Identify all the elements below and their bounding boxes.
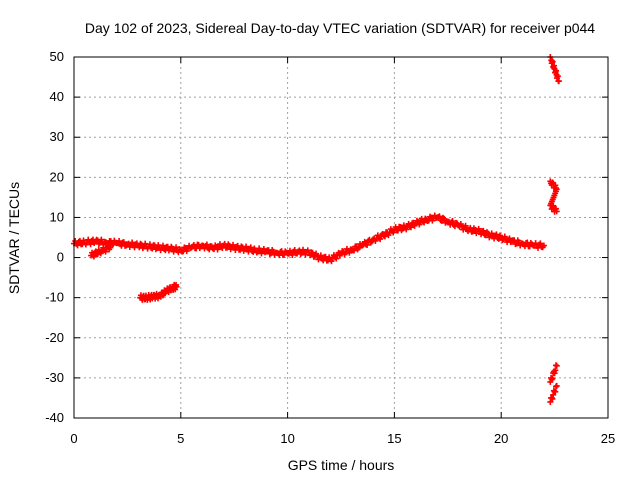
data-point: [549, 375, 556, 382]
data-point: [116, 238, 123, 245]
data-point: [493, 231, 500, 238]
data-point: [120, 239, 127, 246]
chart-title: Day 102 of 2023, Sidereal Day-to-day VTE…: [85, 20, 595, 36]
y-tick-label: 30: [50, 129, 64, 144]
data-point: [129, 239, 136, 246]
data-point: [462, 222, 469, 229]
data-point: [173, 244, 180, 251]
data-point: [449, 217, 456, 224]
data-point: [537, 240, 544, 247]
data-point: [74, 242, 81, 249]
data-point: [87, 241, 94, 248]
x-tick-label: 10: [280, 431, 294, 446]
data-point: [552, 388, 559, 395]
data-point: [289, 252, 296, 259]
data-point: [160, 242, 166, 249]
data-point: [553, 208, 560, 215]
data-point: [309, 249, 316, 256]
data-point: [499, 237, 506, 244]
data-point: [152, 246, 159, 253]
data-point: [408, 224, 415, 231]
x-tick-label: 20: [494, 431, 508, 446]
data-point: [480, 227, 487, 234]
x-tick-label: 5: [177, 431, 184, 446]
data-point: [333, 255, 340, 262]
data-point: [552, 367, 559, 374]
x-tick-label: 25: [601, 431, 615, 446]
data-point: [403, 226, 410, 233]
data-point: [107, 244, 114, 251]
grid-layer: [74, 57, 608, 418]
y-tick-label: 0: [57, 250, 64, 265]
x-tick-label: 0: [70, 431, 77, 446]
series-0: [71, 212, 547, 265]
data-point: [351, 247, 358, 254]
data-point: [203, 241, 210, 248]
data-point: [247, 244, 254, 251]
data-point: [553, 362, 560, 369]
data-point: [364, 241, 371, 248]
data-point: [421, 219, 428, 226]
y-tick-label: -20: [45, 330, 64, 345]
data-point: [346, 249, 353, 256]
data-point: [173, 283, 180, 290]
y-tick-label: -30: [45, 370, 64, 385]
y-tick-label: -40: [45, 410, 64, 425]
y-axis-label: SDTVAR / TECUs: [6, 182, 22, 294]
data-point: [540, 242, 547, 249]
data-point: [381, 233, 388, 240]
marks-layer: [71, 54, 562, 405]
data-point: [102, 248, 109, 255]
series-2: [137, 281, 180, 303]
data-point: [214, 246, 221, 253]
data-point: [317, 252, 324, 259]
y-tick-label: 50: [50, 49, 64, 64]
data-point: [377, 236, 384, 243]
data-point: [416, 221, 423, 228]
data-point: [146, 241, 153, 248]
series-1: [88, 243, 114, 260]
data-point: [553, 382, 560, 389]
ticks-layer: 0 5 10 15 20 25 -40 -30 -20 -10 0 10 20 30 40 50: [45, 49, 615, 446]
y-tick-label: 20: [50, 169, 64, 184]
plot-frame: [73, 56, 609, 419]
data-point: [440, 214, 447, 221]
data-point: [555, 78, 562, 85]
data-point: [436, 213, 443, 220]
x-axis-label: GPS time / hours: [288, 457, 395, 473]
series-3: [547, 54, 562, 405]
x-tick-label: 15: [387, 431, 401, 446]
y-tick-label: 10: [50, 209, 64, 224]
y-tick-label: -10: [45, 290, 64, 305]
data-point: [253, 249, 260, 256]
y-tick-label: 40: [50, 89, 64, 104]
data-point: [390, 229, 397, 236]
data-point: [427, 213, 433, 220]
data-point: [506, 235, 513, 242]
